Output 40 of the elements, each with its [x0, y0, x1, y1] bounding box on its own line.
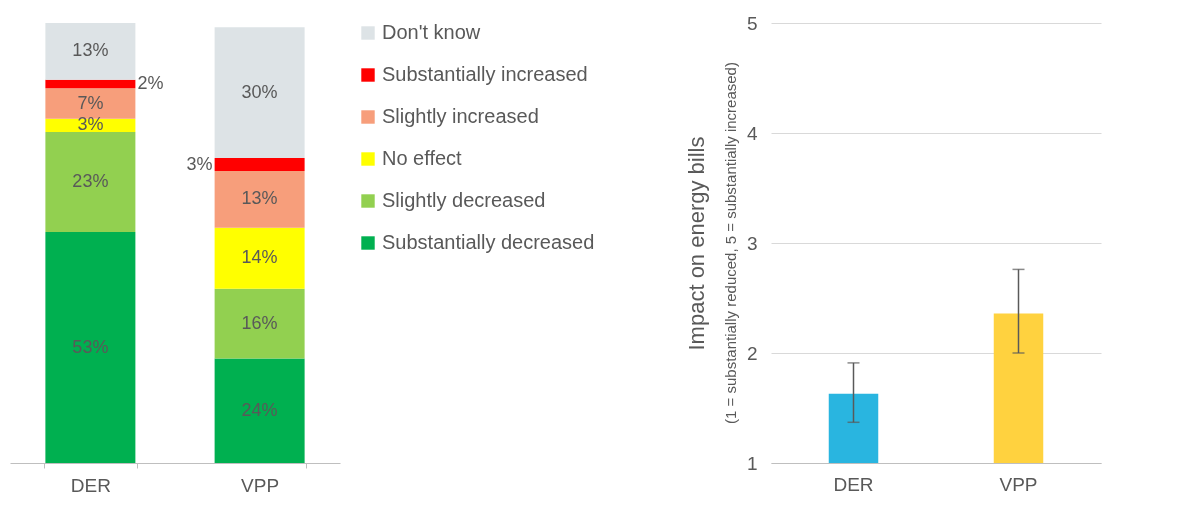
legend-label: Slightly increased [382, 105, 539, 127]
bar [45, 232, 136, 463]
data-label: 13% [72, 40, 109, 61]
legend-label: Don't know [382, 21, 481, 43]
y-tick-label: 3 [746, 232, 758, 254]
data-label: 3% [77, 114, 104, 135]
data-label: 14% [241, 247, 278, 268]
bar [214, 158, 305, 172]
bar [214, 171, 305, 228]
legend-label: Substantially increased [382, 63, 588, 85]
data-label: 2% [137, 72, 164, 93]
bar [45, 23, 136, 80]
x-tick-label: VPP [241, 474, 280, 496]
legend-label: Slightly decreased [382, 189, 546, 211]
text: (1 = substantially reduced, 5 = substantially increased) [722, 62, 739, 424]
data-label: 7% [77, 92, 104, 113]
data-label: 3% [186, 153, 213, 174]
bar [214, 288, 305, 359]
x-tick-label: DER [833, 473, 874, 495]
data-label: 13% [241, 188, 278, 209]
legend-label: Substantially decreased [382, 231, 595, 253]
y-tick-label: 4 [746, 122, 758, 144]
x-tick-label: DER [70, 474, 111, 496]
data-label: 53% [72, 336, 109, 357]
data-label: 30% [241, 81, 278, 102]
data-label: 24% [241, 399, 278, 420]
bar [214, 358, 305, 463]
bar [45, 131, 136, 233]
y-tick-label: 5 [746, 12, 758, 34]
legend-label: No effect [382, 147, 463, 169]
y-tick-label: 2 [746, 342, 758, 364]
bar [214, 227, 305, 289]
x-tick-label: VPP [999, 473, 1038, 495]
y-axis-title: Impact on energy bills [683, 136, 709, 351]
bar [214, 27, 305, 159]
data-label: 23% [72, 171, 109, 192]
bar [45, 79, 136, 89]
y-tick-label: 1 [746, 452, 758, 474]
data-label: 16% [241, 312, 278, 333]
bar [45, 88, 136, 119]
